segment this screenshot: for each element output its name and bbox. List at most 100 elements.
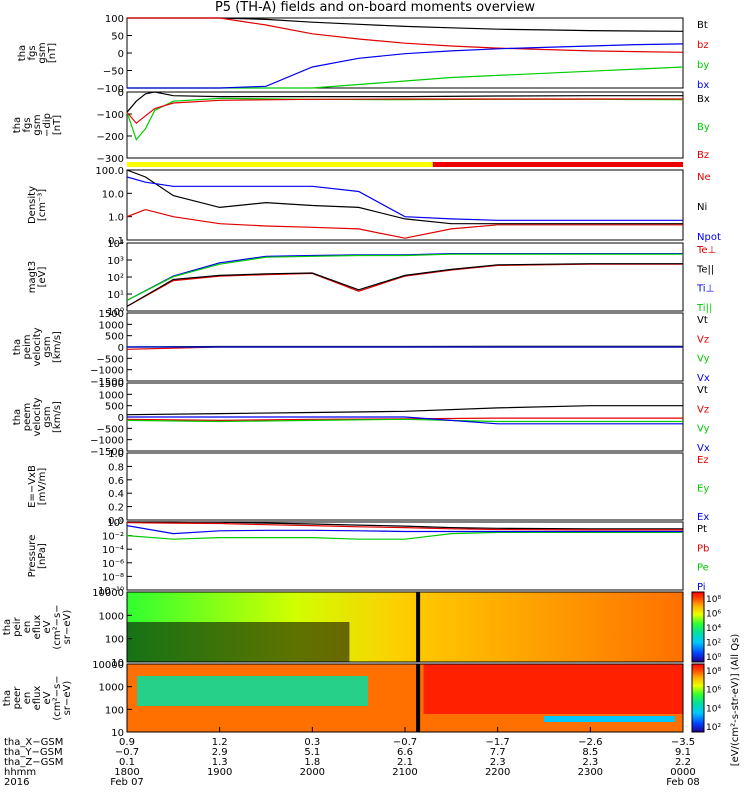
ytick-label: 0.2: [108, 503, 124, 514]
ylabel-line: sr−eV): [62, 610, 73, 645]
legend-Ex: Ex: [697, 512, 709, 523]
ylabel-line: peim: [22, 334, 33, 359]
colorbar-tick: 10²: [706, 723, 721, 733]
ytick-label: 0.8: [108, 462, 124, 473]
ylabel-line: velocity: [32, 397, 43, 436]
ytick-label: −1500: [90, 377, 124, 388]
mode-bar-fast: [432, 162, 683, 167]
ytick-label: 10²: [107, 273, 124, 284]
ytick-label: 100: [105, 705, 124, 716]
ylabel-line: sr−eV): [62, 681, 73, 716]
legend-Te⊥: Te⊥: [696, 245, 716, 256]
series-fgs-gsm-dip-Bx: [126, 91, 683, 113]
ytick-label: 100: [105, 14, 124, 25]
xaxis-row-value: −1.7: [486, 737, 510, 748]
series-peem-velocity-Vt: [126, 405, 683, 416]
series-fgs-gsm-Bt: [127, 17, 684, 32]
ylabel-line: (cm²−s−: [52, 675, 63, 720]
peer-core-band: [137, 676, 368, 706]
ytick-label: 1.0: [108, 213, 124, 224]
series-pressure-Pe: [126, 531, 683, 540]
legend-bx: bx: [697, 80, 709, 91]
xaxis-row-value: 1900: [207, 767, 232, 778]
xaxis-date-end: Feb 08: [666, 777, 700, 788]
colorbar-tick: 10²: [706, 639, 721, 649]
xaxis-row-value: 9.1: [675, 747, 691, 758]
ytick-label: −500: [97, 424, 124, 435]
ylabel-line: [nT]: [47, 43, 58, 63]
peir-low-count-region: [127, 622, 350, 662]
ylabel-line: peem: [22, 403, 33, 431]
legend-Ne: Ne: [697, 172, 711, 183]
mode-bar-slow: [127, 162, 433, 167]
ytick-label: −1000: [90, 436, 124, 447]
xaxis-row-value: −2.6: [578, 737, 602, 748]
ylabel-line: velocity: [32, 327, 43, 366]
xaxis-row-value: 0.1: [119, 757, 135, 768]
ylabel-line: −dip: [42, 113, 53, 137]
ytick-label: 10000: [92, 588, 124, 599]
series-temperature-Ti||: [126, 253, 683, 301]
ytick-label: −300: [97, 154, 124, 165]
series-fgs-gsm-bz: [127, 17, 684, 53]
ytick-label: 10⁰: [107, 518, 124, 529]
series-density-Ne: [126, 208, 683, 239]
ylabel-line: (cm²−s−: [52, 604, 63, 649]
legend-Bx: Bx: [697, 94, 710, 105]
ylabel-line: tha: [12, 117, 23, 133]
ylabel-line: tha: [2, 690, 13, 706]
legend-Ti⊥: Ti⊥: [696, 284, 714, 295]
peir-colorbar: [691, 591, 705, 663]
ytick-label: 10: [111, 728, 124, 739]
ytick-label: 500: [105, 402, 124, 413]
ytick-label: 0: [118, 343, 124, 354]
ytick-label: 10⁰: [107, 307, 124, 318]
xaxis-row-value: 5.1: [304, 747, 320, 758]
ytick-label: −200: [97, 132, 124, 143]
ytick-label: 10³: [107, 256, 124, 267]
ylabel-line: fgs: [27, 45, 38, 60]
xaxis-row-value: 8.5: [582, 747, 598, 758]
ylabel-line: gsm: [32, 114, 43, 135]
ytick-label: 1000: [99, 611, 124, 622]
xaxis-row-value: 0.3: [304, 737, 320, 748]
ytick-label: 10⁻⁸: [102, 572, 124, 583]
ylabel-line: gsm: [42, 406, 53, 427]
ylabel-line: peir: [12, 616, 23, 636]
xaxis-row-label: tha_Y−GSM: [4, 747, 63, 758]
ytick-label: 1500: [99, 379, 124, 390]
ytick-label: 10⁻⁶: [102, 559, 124, 570]
ytick-label: 10⁴: [107, 239, 124, 250]
colorbar-tick: 10⁸: [706, 595, 721, 605]
legend-Ez: Ez: [697, 455, 709, 466]
legend-Vz: Vz: [697, 334, 709, 345]
ytick-label: 10000: [92, 660, 124, 671]
ylabel-line: magt3: [27, 261, 38, 294]
ytick-label: 10⁻¹⁰: [98, 586, 124, 597]
xaxis-year: 2016: [4, 777, 29, 788]
peer-low-energy-band: [544, 716, 675, 722]
legend-Npot: Npot: [697, 232, 721, 243]
ytick-label: 0: [118, 413, 124, 424]
ylabel-line: eflux: [32, 686, 43, 711]
legend-Vx: Vx: [697, 443, 710, 454]
ylabel-line: [km/s]: [52, 331, 63, 363]
ylabel-line: [nPa]: [37, 543, 48, 569]
ylabel-line: tha: [12, 409, 23, 425]
xaxis-row-value: 2.3: [490, 757, 506, 768]
xaxis-row-value: 1800: [114, 767, 139, 778]
legend-Pe: Pe: [697, 563, 709, 574]
xaxis-row-label: hhmm: [4, 767, 36, 778]
series-pressure-Pt: [127, 521, 683, 530]
ytick-label: 1000: [99, 683, 124, 694]
panel-frame-density: [126, 169, 684, 241]
legend-Vy: Vy: [697, 424, 710, 435]
xaxis-row-label: tha_X−GSM: [4, 737, 63, 748]
legend-Ti||: Ti||: [696, 303, 712, 314]
ylabel-line: eV: [42, 620, 53, 633]
legend-Pb: Pb: [697, 543, 709, 554]
legend-Ni: Ni: [697, 202, 707, 213]
ytick-label: 50: [111, 32, 124, 43]
xaxis-row-value: −0.7: [393, 737, 417, 748]
